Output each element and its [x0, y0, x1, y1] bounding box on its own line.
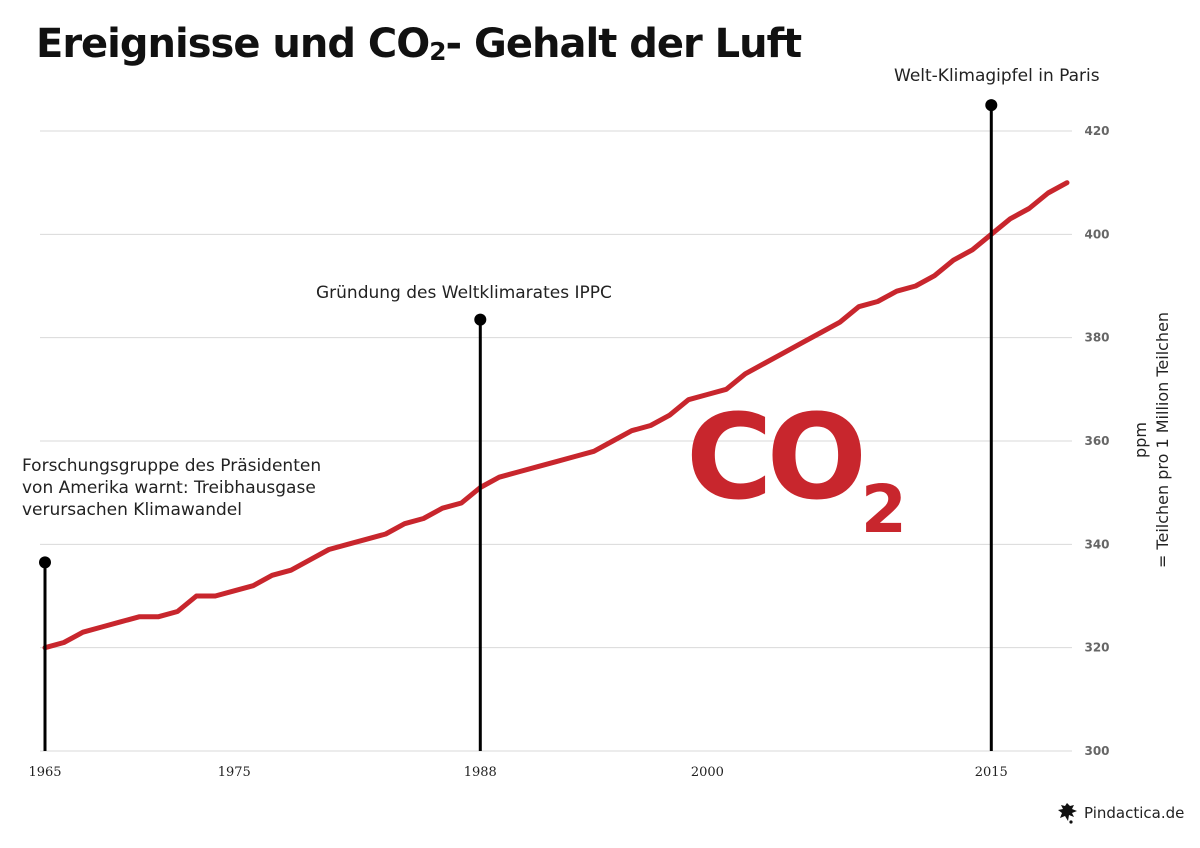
data-point-1991 [535, 464, 540, 469]
data-point-1987 [459, 501, 464, 506]
data-point-1983 [383, 532, 388, 537]
brand[interactable]: Pindactica.de [1058, 802, 1184, 824]
event-marker-1988 [474, 313, 487, 326]
x-tick-label-1965: 1965 [28, 765, 61, 780]
data-point-1972 [175, 609, 180, 614]
data-point-2019 [1065, 180, 1070, 185]
data-point-1998 [667, 413, 672, 418]
y-tick-label-320: 320 [1084, 641, 1109, 655]
data-point-1985 [421, 516, 426, 521]
data-point-2016 [1008, 216, 1013, 221]
data-point-2006 [818, 330, 823, 335]
data-point-1994 [591, 449, 596, 454]
data-point-2009 [875, 299, 880, 304]
data-point-1992 [554, 459, 559, 464]
event-label-2015: Welt-Klimagipfel in Paris [894, 66, 1100, 86]
y-tick-label-360: 360 [1084, 434, 1109, 448]
data-point-1974 [213, 594, 218, 599]
data-point-1969 [118, 619, 123, 624]
data-point-1975 [232, 588, 237, 593]
data-point-2013 [951, 258, 956, 263]
x-tick-label-2000: 2000 [691, 765, 724, 780]
y-axis-explanation: = Teilchen pro 1 Million Teilchen [1153, 311, 1172, 569]
x-tick-label-1975: 1975 [218, 765, 251, 780]
y-tick-label-400: 400 [1084, 227, 1109, 241]
data-point-1990 [516, 470, 521, 475]
data-point-2018 [1046, 191, 1051, 196]
data-point-1967 [80, 630, 85, 635]
data-point-1976 [251, 583, 256, 588]
data-point-2004 [781, 351, 786, 356]
co2-series-line [42, 180, 1070, 651]
event-label-1965: Forschungsgruppe des Präsidenten von Ame… [22, 456, 322, 520]
data-point-1966 [61, 640, 66, 645]
data-point-1973 [194, 594, 199, 599]
co2-watermark: CO2 [686, 388, 907, 548]
data-point-1968 [99, 625, 104, 630]
event-marker-2015 [985, 99, 998, 112]
data-point-1995 [610, 439, 615, 444]
data-point-2007 [837, 320, 842, 325]
y-tick-label-340: 340 [1084, 537, 1109, 551]
data-point-1984 [402, 521, 407, 526]
event-label-1988: Gründung des Weltklimarates IPPC [316, 283, 612, 303]
x-tick-label-1988: 1988 [464, 765, 497, 780]
y-tick-label-380: 380 [1084, 331, 1109, 345]
data-point-1978 [289, 568, 294, 573]
data-point-2008 [856, 304, 861, 309]
data-point-1982 [364, 537, 369, 542]
data-point-1997 [648, 423, 653, 428]
event-marker-1965 [39, 556, 51, 569]
data-point-1977 [270, 573, 275, 578]
brand-text: Pindactica.de [1084, 804, 1185, 822]
data-point-2011 [913, 284, 918, 289]
data-point-1986 [440, 506, 445, 511]
data-point-1993 [572, 454, 577, 459]
data-point-2017 [1027, 206, 1032, 211]
data-point-2002 [743, 371, 748, 376]
x-tick-label-2015: 2015 [975, 765, 1008, 780]
y-tick-label-300: 300 [1084, 744, 1109, 758]
data-point-1996 [629, 428, 634, 433]
data-point-2014 [970, 247, 975, 252]
data-point-1970 [137, 614, 142, 619]
y-tick-label-420: 420 [1084, 124, 1109, 138]
data-point-2012 [932, 273, 937, 278]
data-point-1981 [345, 542, 350, 547]
data-point-1989 [497, 475, 502, 480]
data-point-1971 [156, 614, 161, 619]
data-point-1979 [307, 557, 312, 562]
data-point-2010 [894, 289, 899, 294]
data-point-2003 [762, 361, 767, 366]
chart-title: Ereignisse und CO2- Gehalt der Luft [36, 21, 802, 67]
data-point-1980 [326, 547, 331, 552]
pindactica-logo-icon [1058, 803, 1077, 824]
data-point-2005 [800, 340, 805, 345]
y-axis-unit: ppm [1131, 422, 1150, 458]
